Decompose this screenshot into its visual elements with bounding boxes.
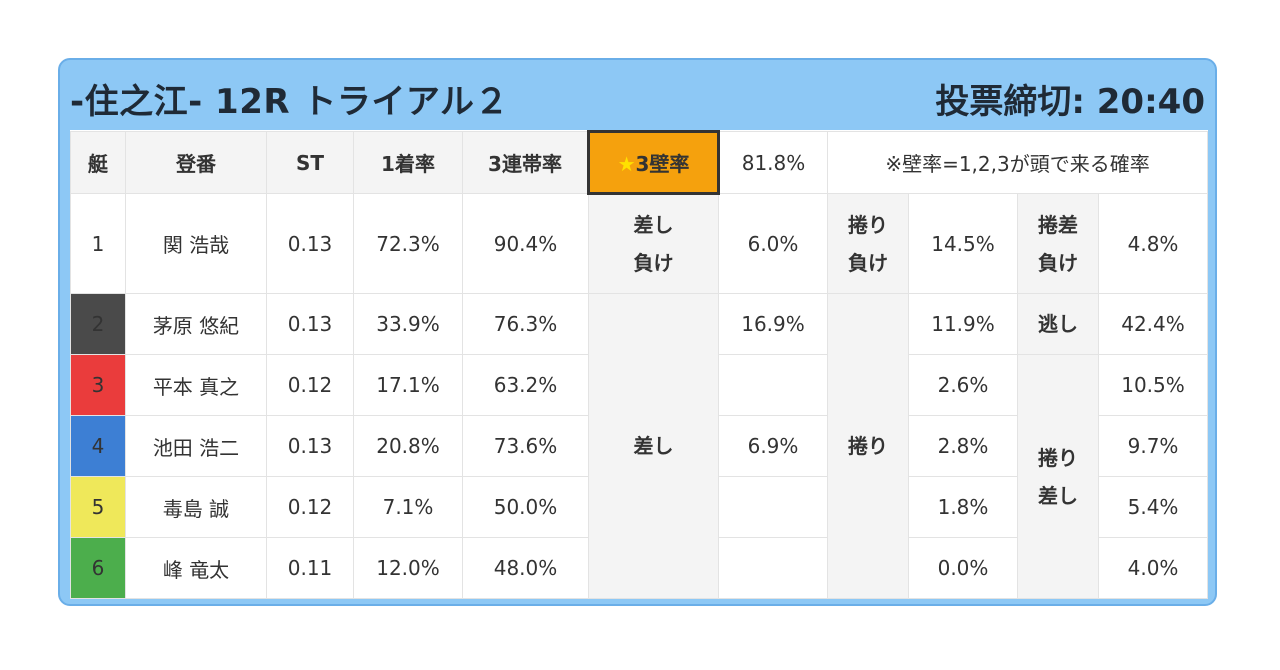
makuri-make-value: 14.5% (908, 193, 1018, 294)
nige-label: 逃し (1017, 293, 1099, 355)
st-value: 0.13 (266, 415, 354, 477)
top3-rate: 76.3% (462, 293, 589, 355)
win-rate: 20.8% (353, 415, 463, 477)
boat-number: 5 (70, 476, 126, 538)
racer-name: 茅原 悠紀 (125, 293, 267, 355)
makuri-value: 2.6% (908, 354, 1018, 416)
sashi-value: 6.9% (718, 415, 828, 477)
makuri-value: 0.0% (908, 537, 1018, 599)
table-row: 6 峰 竜太 0.11 12.0% 48.0% 0.0% 4.0% (70, 537, 1209, 599)
win-rate: 12.0% (353, 537, 463, 599)
nige-value: 42.4% (1097, 293, 1209, 355)
sashi-make-line2: 負け (633, 251, 674, 275)
makurizashi-value: 5.4% (1097, 476, 1209, 538)
sashi-value (718, 476, 828, 538)
boat-number: 6 (70, 537, 126, 599)
boat-number: 4 (70, 415, 126, 477)
top3-rate: 73.6% (462, 415, 589, 477)
makurizashi-make-line1: 捲差 (1038, 212, 1078, 237)
sashi-make-line1: 差し (633, 213, 674, 237)
st-value: 0.13 (266, 193, 354, 294)
st-value: 0.13 (266, 293, 354, 355)
col-boat-header: 艇 (70, 131, 126, 194)
race-header: -住之江- 12R トライアル２ 投票締切: 20:40 (60, 60, 1215, 130)
col-win-rate-header: 1着率 (353, 131, 463, 194)
makurizashi-value: 10.5% (1097, 354, 1209, 416)
col-top3-rate-header: 3連帯率 (462, 131, 589, 194)
st-value: 0.11 (266, 537, 354, 599)
makurizashi-make-label: 捲差 負け (1017, 193, 1099, 294)
star-icon: ★ (617, 152, 636, 176)
wall-rate-label: 3壁率 (635, 152, 690, 176)
wall-rate-value: 81.8% (718, 131, 828, 194)
col-st-header: ST (266, 131, 354, 194)
racer-name: 池田 浩二 (125, 415, 267, 477)
boat-number: 2 (70, 293, 126, 355)
sashi-make-label: 差し 負け (588, 193, 719, 294)
table-row: 5 毒島 誠 0.12 7.1% 50.0% 1.8% 5.4% (70, 476, 1209, 538)
makuri-make-line2: 負け (848, 250, 888, 275)
racer-name: 平本 真之 (125, 354, 267, 416)
makuri-label: 捲り (827, 293, 909, 599)
top3-rate: 63.2% (462, 354, 589, 416)
st-value: 0.12 (266, 476, 354, 538)
betting-deadline: 投票締切: 20:40 (935, 82, 1205, 122)
makuri-value: 2.8% (908, 415, 1018, 477)
win-rate: 72.3% (353, 193, 463, 294)
top3-rate: 50.0% (462, 476, 589, 538)
st-value: 0.12 (266, 354, 354, 416)
makurizashi-value: 9.7% (1097, 415, 1209, 477)
table-row: 2 茅原 悠紀 0.13 33.9% 76.3% 差し 16.9% 捲り 11.… (70, 293, 1209, 599)
top3-rate: 90.4% (462, 193, 589, 294)
makuri-value: 11.9% (908, 293, 1018, 355)
boat-number: 3 (70, 354, 126, 416)
makurizashi-line1: 捲り (1038, 445, 1078, 470)
boat-number: 1 (70, 193, 126, 294)
racer-name: 峰 竜太 (125, 537, 267, 599)
racer-name: 毒島 誠 (125, 476, 267, 538)
makurizashi-label: 捲り 差し (1017, 354, 1099, 599)
win-rate: 17.1% (353, 354, 463, 416)
makurizashi-line2: 差し (1038, 483, 1078, 508)
top3-rate: 48.0% (462, 537, 589, 599)
race-card: -住之江- 12R トライアル２ 投票締切: 20:40 艇 登番 ST 1着率… (58, 58, 1217, 606)
makurizashi-value: 4.0% (1097, 537, 1209, 599)
sashi-label: 差し (588, 293, 719, 599)
wall-rate-note: ※壁率=1,2,3が頭で来る確率 (826, 131, 1209, 194)
sashi-value: 16.9% (718, 293, 828, 355)
makuri-make-line1: 捲り (848, 212, 888, 237)
sashi-value (718, 354, 828, 416)
col-racer-header: 登番 (125, 131, 267, 194)
wall-rate-header: ★3壁率 (587, 130, 720, 195)
table-row: 3 平本 真之 0.12 17.1% 63.2% 2.6% 捲り差し 10.5% (70, 354, 1209, 599)
makurizashi-make-value: 4.8% (1097, 193, 1209, 294)
makurizashi-make-line2: 負け (1038, 250, 1078, 275)
header-row: 艇 登番 ST 1着率 3連帯率 ★3壁率 81.8% ※壁率=1,2,3が頭で… (70, 130, 1209, 195)
race-title: -住之江- 12R トライアル２ (70, 82, 510, 122)
table-row: 1 関 浩哉 0.13 72.3% 90.4% 差し負け 6.0% 捲り負け 1… (70, 193, 1209, 294)
win-rate: 33.9% (353, 293, 463, 355)
makuri-make-label: 捲り 負け (827, 193, 909, 294)
sashi-value (718, 537, 828, 599)
sashi-make-value: 6.0% (718, 193, 828, 294)
racer-name: 関 浩哉 (125, 193, 267, 294)
win-rate: 7.1% (353, 476, 463, 538)
race-stats-table: 艇 登番 ST 1着率 3連帯率 ★3壁率 81.8% ※壁率=1,2,3が頭で… (70, 130, 1209, 599)
makuri-value: 1.8% (908, 476, 1018, 538)
